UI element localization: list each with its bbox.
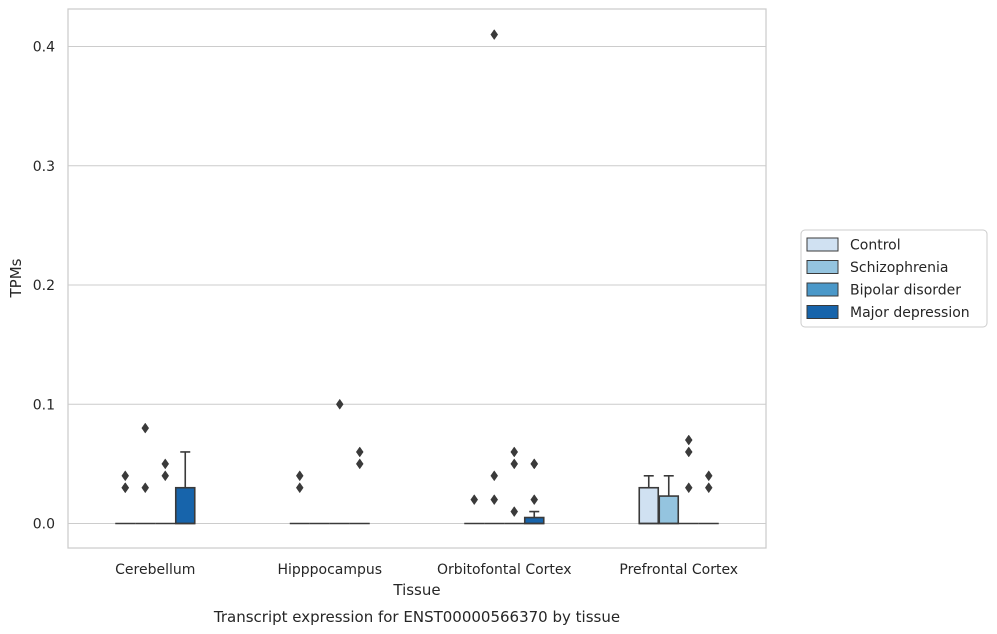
chart-caption: Transcript expression for ENST0000056637… [213,608,620,626]
legend-label: Major depression [850,305,970,321]
outlier-point [121,470,130,482]
outlier-point [530,458,539,470]
box-body [658,495,680,525]
box-bipolar-disorder [504,446,525,525]
outlier-point [121,482,130,494]
legend-swatch [806,237,839,252]
legend-swatch [806,260,839,274]
box-major-depression [349,446,370,525]
legend-label: Bipolar disorder [850,283,961,299]
plot-area [115,29,719,525]
legend-swatch [806,305,839,319]
y-axis-ticks: 0.0 0.1 0.2 0.3 0.4 [33,40,55,533]
outlier-point [161,470,170,482]
outlier-point [490,494,499,506]
box-body [638,486,660,525]
outlier-point [141,482,150,494]
outlier-point [161,458,170,470]
box-major-depression [698,470,719,525]
box-schizophrenia [484,29,505,525]
plot-frame [67,8,767,549]
outlier-point [510,458,519,470]
legend-label: Control [850,238,901,254]
box-body [174,486,196,525]
x-tick-label: Orbitofontal Cortex [437,562,572,578]
box-schizophrenia [135,422,156,525]
y-tick-label: 0.2 [33,278,55,294]
outlier-point [704,482,713,494]
box-control [289,470,310,525]
outlier-point [684,434,693,446]
outlier-point [490,29,499,41]
y-tick-label: 0.4 [33,40,55,56]
x-tick-label: Cerebellum [115,562,195,578]
outlier-point [295,470,304,482]
box-bipolar-disorder [329,398,350,525]
outlier-point [530,494,539,506]
legend-frame [800,229,988,328]
box-schizophrenia [658,474,680,525]
box-control [115,470,136,525]
y-tick-label: 0.0 [33,517,55,533]
outlier-point [704,470,713,482]
outlier-point [470,494,479,506]
legend-swatch [806,282,839,297]
outlier-point [490,470,499,482]
box-major-depression [523,458,545,525]
box-body [523,516,545,525]
outlier-point [355,446,364,458]
box-control [464,494,485,525]
outlier-point [141,422,150,434]
x-tick-label: Prefrontal Cortex [619,562,738,578]
legend: Control Schizophrenia Bipolar disorder Majo… [800,229,988,328]
outlier-point [510,446,519,458]
y-axis-title: TPMs [7,258,25,298]
box-control [638,474,660,525]
box-bipolar-disorder [155,458,176,525]
outlier-point [684,482,693,494]
x-axis-ticks: Cerebellum Hipppocampus Orbitofontal Corte… [115,562,738,578]
y-tick-label: 0.1 [33,397,55,413]
x-axis-title: Tissue [392,581,440,599]
outlier-point [335,398,344,410]
grid-lines [68,45,766,525]
box-bipolar-disorder [678,434,699,525]
legend-label: Schizophrenia [850,260,948,276]
outlier-point [684,446,693,458]
outlier-point [355,458,364,470]
box-major-depression [174,451,196,525]
outlier-point [510,506,519,518]
x-tick-label: Hipppocampus [277,562,382,578]
outlier-point [295,482,304,494]
y-tick-label: 0.3 [33,159,55,175]
